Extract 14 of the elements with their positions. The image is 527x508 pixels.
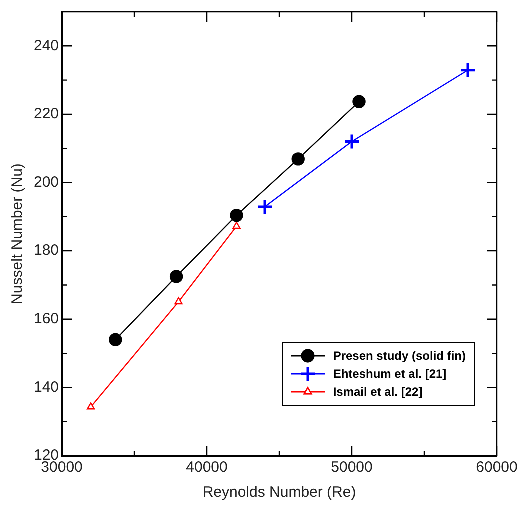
y-tick-label: 200 bbox=[34, 174, 60, 191]
legend-label: Presen study (solid fin) bbox=[333, 349, 466, 363]
y-tick-label: 240 bbox=[34, 37, 60, 54]
legend-label: Ismail et al. [22] bbox=[333, 385, 423, 399]
x-axis-title: Reynolds Number (Re) bbox=[202, 484, 356, 502]
x-tick-label: 40000 bbox=[186, 459, 228, 476]
legend-label: Ehteshum et al. [21] bbox=[333, 367, 447, 381]
y-tick-label: 160 bbox=[34, 310, 60, 328]
y-tick-label: 220 bbox=[34, 106, 60, 123]
y-axis-title: Nusselt Number (Nu) bbox=[9, 164, 26, 304]
y-tick-label: 180 bbox=[34, 242, 60, 260]
x-tick-label: 60000 bbox=[476, 459, 518, 476]
x-tick-label: 50000 bbox=[331, 459, 373, 476]
y-tick-label: 140 bbox=[34, 378, 60, 396]
